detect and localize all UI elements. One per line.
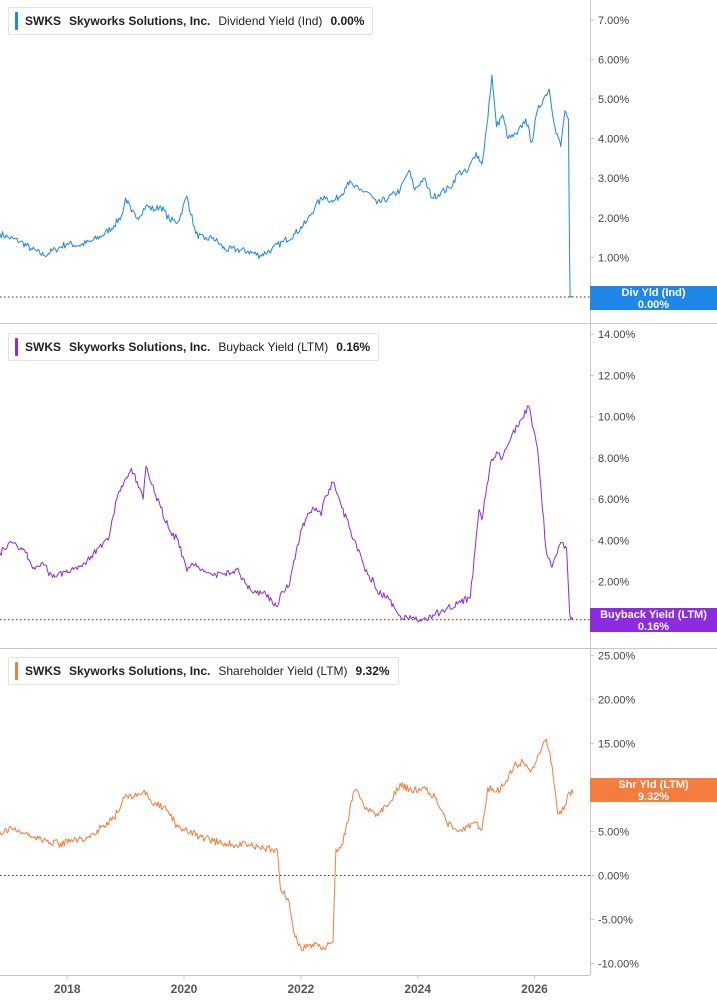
x-tick-label: 2024 (404, 982, 431, 996)
tag-title: Shr Yld (LTM) (618, 779, 689, 791)
y-tick-label: 1.00% (598, 252, 629, 264)
legend-ticker: SWKS (25, 340, 61, 354)
y-tick-label: 6.00% (598, 54, 629, 66)
legend-current-value: 0.16% (336, 340, 371, 354)
tag-value: 0.16% (637, 621, 670, 633)
y-tick-label: 12.00% (598, 370, 636, 382)
value-tag-buyback-yield: Buyback Yield (LTM) 0.16% (590, 608, 717, 633)
y-tick-label: 8.00% (598, 453, 629, 465)
series-line-0 (0, 74, 574, 298)
y-tick-label: 15.00% (598, 738, 636, 750)
y-tick-label: 7.00% (598, 15, 629, 27)
legend-color-bar (15, 338, 18, 356)
value-tag-dividend-yield: Div Yld (Ind) 0.00% (590, 286, 717, 311)
y-tick-label: 3.00% (598, 173, 629, 185)
x-tick-label: 2020 (171, 982, 198, 996)
legend-company: Skyworks Solutions, Inc. (69, 14, 211, 28)
y-tick-label: 4.00% (598, 535, 629, 547)
y-tick-label: 5.00% (598, 827, 629, 839)
y-tick-label: 2.00% (598, 577, 629, 589)
y-tick-label: -10.00% (598, 959, 639, 971)
legend-ticker: SWKS (25, 14, 61, 28)
legend-metric: Dividend Yield (Ind) (218, 14, 323, 28)
x-tick-label: 2026 (521, 982, 548, 996)
value-tag-shareholder-yield: Shr Yld (LTM) 9.32% (590, 778, 717, 803)
legend-metric: Shareholder Yield (LTM) (218, 664, 348, 678)
series-line-2 (0, 738, 574, 952)
y-tick-label: 0.00% (598, 871, 629, 883)
y-tick-label: 5.00% (598, 94, 629, 106)
legend-shareholder-yield[interactable]: SWKS Skyworks Solutions, Inc. Shareholde… (8, 657, 399, 685)
x-tick-label: 2018 (54, 982, 81, 996)
tag-value: 9.32% (637, 791, 670, 803)
y-tick-label: 4.00% (598, 134, 629, 146)
tag-title: Div Yld (Ind) (621, 287, 686, 299)
y-tick-label: 2.00% (598, 213, 629, 225)
y-tick-label: -5.00% (598, 915, 633, 927)
legend-metric: Buyback Yield (LTM) (218, 340, 329, 354)
legend-company: Skyworks Solutions, Inc. (69, 664, 211, 678)
series-line-1 (0, 405, 574, 623)
y-tick-label: 20.00% (598, 694, 636, 706)
y-tick-label: 10.00% (598, 412, 636, 424)
legend-color-bar (15, 662, 18, 680)
y-tick-label: 6.00% (598, 494, 629, 506)
tag-title: Buyback Yield (LTM) (600, 609, 707, 621)
legend-buyback-yield[interactable]: SWKS Skyworks Solutions, Inc. Buyback Yi… (8, 333, 380, 361)
legend-ticker: SWKS (25, 664, 61, 678)
legend-current-value: 9.32% (355, 664, 390, 678)
legend-current-value: 0.00% (330, 14, 365, 28)
legend-color-bar (15, 12, 18, 30)
legend-company: Skyworks Solutions, Inc. (69, 340, 211, 354)
tag-value: 0.00% (637, 299, 670, 311)
y-tick-label: 25.00% (598, 650, 636, 662)
x-tick-label: 2022 (287, 982, 314, 996)
legend-dividend-yield[interactable]: SWKS Skyworks Solutions, Inc. Dividend Y… (8, 7, 374, 35)
y-tick-label: 14.00% (598, 329, 636, 341)
